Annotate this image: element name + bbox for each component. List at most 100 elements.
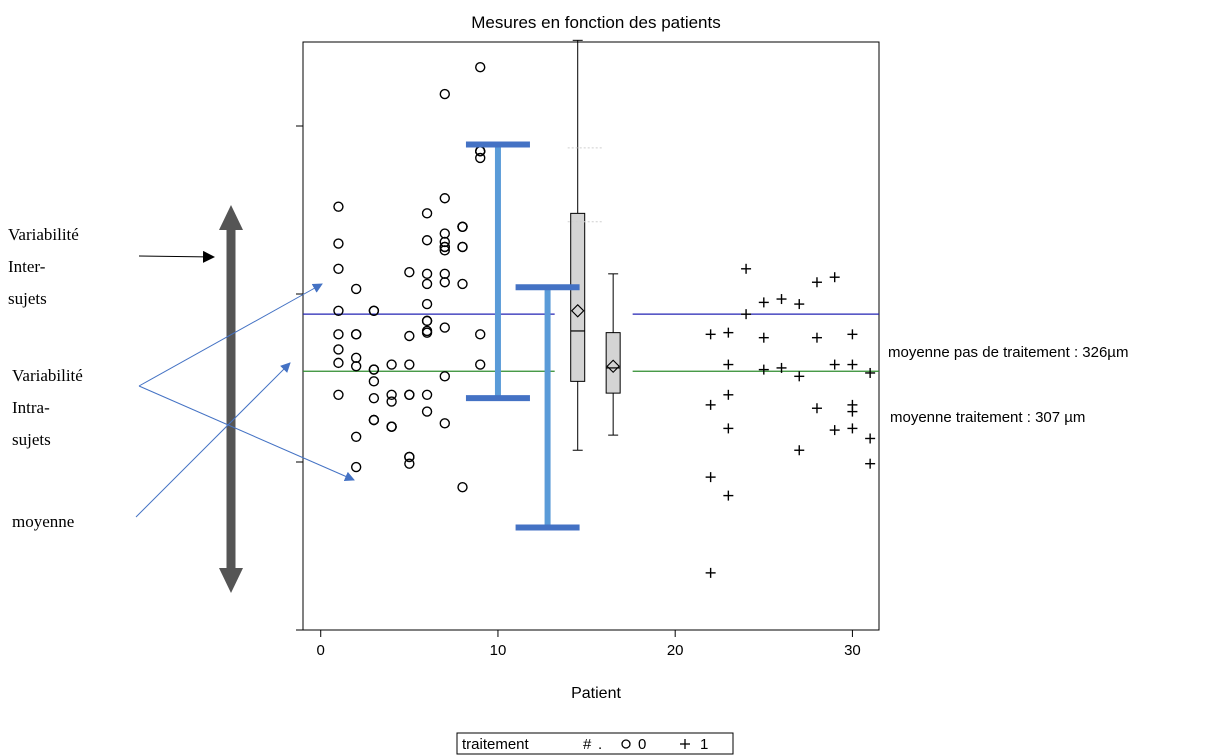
point-plus bbox=[847, 329, 858, 340]
point-circle bbox=[421, 315, 433, 327]
mean-diamond bbox=[570, 304, 585, 318]
series-plus bbox=[705, 263, 876, 578]
point-plus bbox=[865, 433, 876, 444]
point-circle bbox=[421, 298, 433, 310]
chart-title: Mesures en fonction des patients bbox=[471, 13, 720, 32]
point-plus bbox=[723, 359, 734, 370]
point-plus bbox=[811, 332, 822, 343]
point-plus bbox=[758, 332, 769, 343]
legend: traitement # . 0 1 bbox=[456, 732, 734, 755]
inter-callout-arrow bbox=[138, 250, 215, 263]
boxplot bbox=[605, 273, 621, 436]
point-plus bbox=[794, 445, 805, 456]
point-circle bbox=[368, 376, 380, 387]
inter-label: Variabilité Inter- sujets bbox=[8, 225, 83, 308]
point-circle bbox=[333, 201, 344, 212]
intra-callout-arrow-up bbox=[138, 283, 323, 387]
point-circle bbox=[404, 359, 415, 370]
point-circle bbox=[386, 359, 397, 370]
point-plus bbox=[741, 309, 752, 320]
point-plus bbox=[705, 329, 716, 340]
point-circle bbox=[439, 371, 450, 382]
point-circle bbox=[386, 396, 397, 407]
inter-label-line3: sujets bbox=[8, 289, 47, 308]
point-plus bbox=[829, 359, 840, 370]
x-tick-label: 20 bbox=[667, 642, 684, 659]
point-plus bbox=[847, 406, 858, 417]
point-circle bbox=[350, 461, 362, 473]
legend-marker-plus bbox=[680, 739, 690, 749]
point-circle bbox=[475, 329, 486, 340]
point-circle bbox=[439, 241, 450, 253]
point-circle bbox=[350, 283, 362, 295]
series-circles bbox=[333, 61, 486, 493]
point-circle bbox=[350, 361, 362, 372]
point-circle bbox=[350, 431, 362, 442]
point-circle bbox=[350, 352, 362, 364]
point-circle bbox=[333, 344, 344, 355]
boxplots bbox=[567, 39, 621, 451]
mean-untreated-label: moyenne pas de traitement : 326µm bbox=[888, 344, 1128, 361]
legend-label-missing: . bbox=[598, 736, 602, 753]
point-circle bbox=[421, 406, 433, 417]
inter-label-line2: Inter- bbox=[8, 257, 46, 276]
point-circle bbox=[457, 241, 468, 253]
point-circle bbox=[439, 322, 450, 333]
legend-frame bbox=[456, 732, 734, 755]
y-axis bbox=[296, 125, 303, 631]
point-circle bbox=[421, 208, 433, 219]
point-circle bbox=[333, 329, 344, 340]
plot-frame bbox=[302, 41, 880, 631]
point-plus bbox=[723, 327, 734, 338]
mean-diamond bbox=[606, 359, 620, 374]
intra-label-line3: sujets bbox=[12, 430, 51, 449]
point-circle bbox=[404, 451, 415, 463]
point-circle bbox=[475, 61, 486, 73]
point-circle bbox=[333, 238, 344, 249]
point-plus bbox=[865, 367, 876, 378]
intra-bracket bbox=[515, 284, 580, 531]
point-plus bbox=[794, 299, 805, 310]
point-plus bbox=[705, 399, 716, 410]
x-axis-label: Patient bbox=[571, 685, 621, 702]
point-circle bbox=[475, 359, 486, 370]
point-circle bbox=[368, 364, 380, 375]
point-plus bbox=[723, 423, 734, 434]
legend-label-0: 0 bbox=[638, 736, 646, 753]
point-plus bbox=[811, 403, 822, 414]
point-plus bbox=[776, 362, 787, 373]
point-plus bbox=[723, 389, 734, 400]
point-plus bbox=[829, 272, 840, 283]
point-plus bbox=[847, 359, 858, 370]
point-circle bbox=[457, 278, 468, 290]
point-circle bbox=[333, 389, 344, 400]
x-axis: 0 10 20 30 bbox=[317, 630, 861, 659]
mean-treated-label: moyenne traitement : 307 µm bbox=[890, 409, 1085, 426]
point-circle bbox=[333, 305, 344, 316]
box bbox=[570, 212, 586, 382]
point-circle bbox=[386, 421, 397, 432]
point-circle bbox=[421, 389, 433, 400]
x-tick-label: 30 bbox=[844, 642, 861, 659]
point-circle bbox=[421, 235, 433, 246]
point-circle bbox=[439, 228, 450, 239]
inter-variability-arrow bbox=[219, 205, 243, 593]
point-circle bbox=[386, 389, 397, 400]
mean-callout-arrow bbox=[135, 362, 291, 518]
point-circle bbox=[475, 152, 486, 164]
point-circle bbox=[368, 414, 380, 426]
box bbox=[605, 332, 621, 394]
legend-label-1: 1 bbox=[700, 736, 708, 753]
point-circle bbox=[439, 277, 450, 288]
intra-label-line1: Variabilité bbox=[12, 366, 83, 385]
mean-label: moyenne bbox=[12, 512, 74, 531]
point-circle bbox=[439, 245, 450, 256]
point-circle bbox=[404, 266, 415, 278]
point-circle bbox=[350, 329, 362, 340]
point-plus bbox=[865, 458, 876, 469]
point-circle bbox=[439, 193, 450, 204]
intra-label-line2: Intra- bbox=[12, 398, 50, 417]
point-plus bbox=[847, 423, 858, 434]
point-circle bbox=[368, 392, 380, 404]
point-plus bbox=[776, 294, 787, 305]
